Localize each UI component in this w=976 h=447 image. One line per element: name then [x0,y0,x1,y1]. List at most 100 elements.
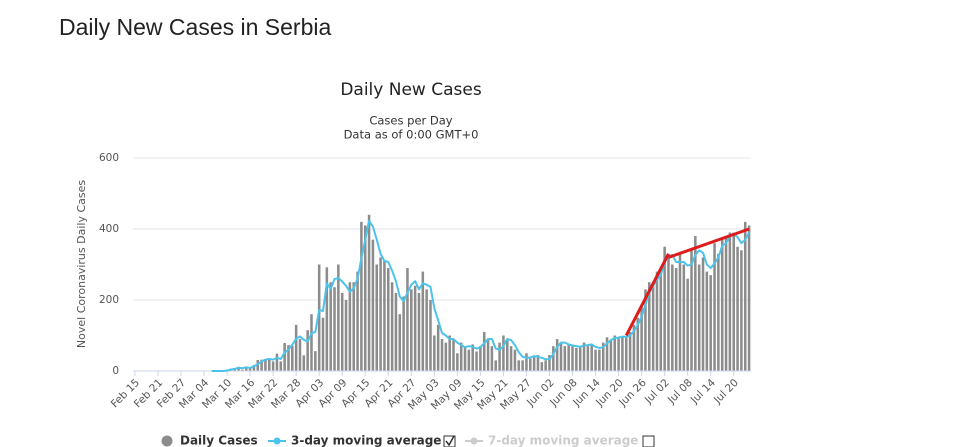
bar [264,358,267,371]
bar [636,317,640,371]
bar [575,347,578,371]
checkbox[interactable] [642,435,655,447]
bar [317,264,321,371]
legend-marker [273,437,281,445]
legend-item[interactable]: Daily Cases [180,434,258,447]
bar [279,361,283,371]
bar [624,337,628,371]
bar [732,232,735,371]
legend-marker [470,437,478,445]
bar [287,345,290,371]
legend-item[interactable]: 3-day moving average [291,434,441,447]
bar [294,324,298,371]
x-tick-label: Jul 14 [688,377,718,407]
bar [720,239,724,371]
bar [256,359,260,371]
bar [705,271,709,371]
checkbox[interactable] [443,435,456,447]
bar [452,339,455,371]
bar [402,296,405,371]
bar [674,268,678,371]
bar [640,307,643,371]
x-tick-label: Jul 08 [665,377,695,407]
bar [621,336,624,371]
bar [513,349,517,371]
bar [502,335,505,371]
bar [479,346,482,371]
bar [717,253,720,371]
chart-subtitle: Cases per Day [369,114,452,128]
y-tick-label: 0 [112,365,119,377]
bar [617,336,620,371]
bar [306,330,309,371]
bar [248,367,252,371]
bar [609,340,613,371]
bar [536,355,540,371]
bar [456,353,459,371]
bar [436,324,440,371]
legend-item[interactable]: 7-day moving average [488,434,638,447]
bar [697,264,701,371]
bar [429,300,432,371]
bar [260,359,263,371]
bar [552,346,555,371]
bar [321,317,325,371]
bar [747,225,751,371]
bar [743,221,747,371]
chart-title: Daily New Cases [340,80,482,100]
bar [540,362,544,371]
bar [713,243,716,371]
bar [459,342,463,371]
bar [340,292,344,371]
bar [571,346,574,371]
bar [709,275,712,371]
bar [337,264,340,371]
bar [525,353,528,371]
bar [505,339,509,371]
bar [494,360,498,371]
bar [467,349,471,371]
chart-note: Data as of 0:00 GMT+0 [344,128,479,142]
bar [605,337,609,371]
bar [291,345,294,371]
bar [417,292,421,371]
bar [252,364,256,371]
bar [310,314,313,371]
moving-average-line [211,219,750,372]
legend-marker [161,435,173,447]
page-title: Daily New Cases in Serbia [59,14,332,40]
bar [532,356,536,371]
bar [394,292,398,371]
bar [360,221,363,371]
bar [244,366,248,371]
bar [601,342,605,371]
bar [728,232,732,371]
bar [482,331,486,371]
bar [344,300,348,371]
bar [237,366,240,371]
bar [356,271,359,371]
bar [486,339,490,371]
bar [590,344,593,371]
trend-line [667,227,750,259]
bar [663,246,666,371]
bar [529,358,532,371]
bar [644,289,647,371]
bar [694,236,697,371]
bar [586,346,590,371]
bar [686,278,689,371]
bar [682,264,686,371]
legend: Daily Cases 3-day moving average 7-day m… [161,434,655,447]
bar [498,342,501,371]
bar [268,358,271,371]
bar [413,285,417,371]
bar [655,271,659,371]
bar [563,346,567,371]
bar [352,282,355,371]
bar [559,342,563,371]
bar [594,349,597,371]
bar [740,250,743,371]
checkmark [445,435,455,447]
